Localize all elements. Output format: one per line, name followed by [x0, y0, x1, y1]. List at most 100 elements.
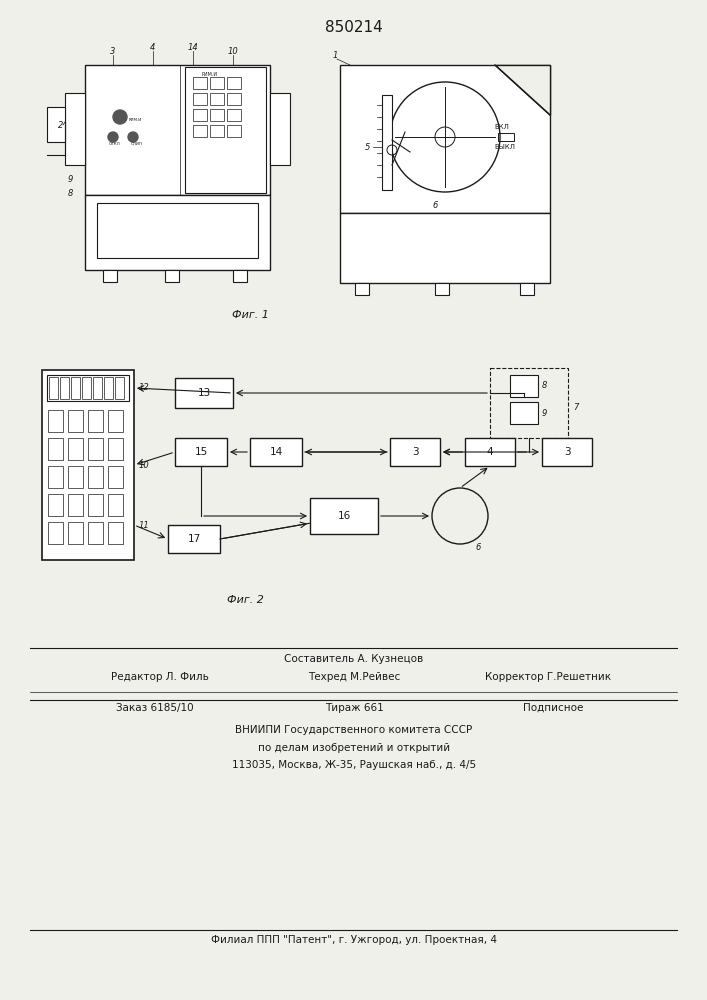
Text: 10: 10 [139, 460, 150, 470]
Text: ВЫКЛ: ВЫКЛ [494, 144, 515, 150]
Text: 15: 15 [194, 447, 208, 457]
Text: ВКЛ: ВКЛ [495, 124, 510, 130]
Bar [71, 377, 80, 399]
Bar [48, 522, 63, 544]
Bar [193, 93, 207, 105]
Bar [227, 93, 241, 105]
Circle shape [128, 132, 138, 142]
Bar [108, 410, 123, 432]
Text: 9: 9 [68, 176, 73, 184]
Text: 6: 6 [475, 544, 481, 552]
Bar [88, 466, 103, 488]
Bar [68, 466, 83, 488]
Text: Тираж 661: Тираж 661 [325, 703, 383, 713]
Circle shape [113, 110, 127, 124]
Bar [108, 522, 123, 544]
Bar [82, 377, 91, 399]
Text: 13: 13 [197, 388, 211, 398]
Text: Заказ 6185/10: Заказ 6185/10 [116, 703, 194, 713]
Text: ОТКЛ: ОТКЛ [109, 142, 121, 146]
Text: 14: 14 [187, 42, 199, 51]
Text: 3: 3 [411, 447, 419, 457]
Text: 6: 6 [432, 200, 438, 210]
Text: РИМ.И: РИМ.И [202, 73, 218, 78]
Bar [465, 438, 515, 466]
Bar [48, 494, 63, 516]
Text: Филиал ППП "Патент", г. Ужгород, ул. Проектная, 4: Филиал ППП "Патент", г. Ужгород, ул. Про… [211, 935, 497, 945]
Bar [175, 438, 227, 466]
Bar [510, 402, 538, 424]
Bar [193, 109, 207, 121]
Text: 14: 14 [269, 447, 283, 457]
Text: СЛИП: СЛИП [131, 142, 143, 146]
Bar [85, 195, 270, 270]
Text: 9: 9 [542, 408, 547, 418]
Text: 8: 8 [542, 381, 547, 390]
Bar [210, 93, 224, 105]
Bar [193, 77, 207, 89]
Text: 16: 16 [337, 511, 351, 521]
Bar [227, 77, 241, 89]
Text: 4: 4 [486, 447, 493, 457]
Bar [47, 375, 129, 401]
Bar [250, 438, 302, 466]
Bar [88, 438, 103, 460]
Bar [108, 466, 123, 488]
Bar [165, 270, 179, 282]
Text: по делам изобретений и открытий: по делам изобретений и открытий [258, 743, 450, 753]
Polygon shape [495, 65, 550, 115]
Text: Подписное: Подписное [522, 703, 583, 713]
Bar [390, 438, 440, 466]
Bar [227, 125, 241, 137]
Text: 17: 17 [187, 534, 201, 544]
Text: 3: 3 [110, 46, 116, 55]
Text: 7: 7 [573, 403, 579, 412]
Bar [65, 93, 85, 165]
Bar [48, 466, 63, 488]
Bar [435, 283, 449, 295]
Bar [108, 494, 123, 516]
Bar [498, 133, 514, 141]
Bar [42, 370, 134, 560]
Bar [68, 438, 83, 460]
Bar [168, 525, 220, 553]
Bar [233, 270, 247, 282]
Bar [48, 438, 63, 460]
Text: 2: 2 [58, 120, 63, 129]
Text: Корректор Г.Решетник: Корректор Г.Решетник [485, 672, 611, 682]
Bar [85, 65, 270, 195]
Bar [542, 438, 592, 466]
Text: Фиг. 1: Фиг. 1 [232, 310, 269, 320]
Text: 3: 3 [563, 447, 571, 457]
Text: 113035, Москва, Ж-35, Раушская наб., д. 4/5: 113035, Москва, Ж-35, Раушская наб., д. … [232, 760, 476, 770]
Circle shape [108, 132, 118, 142]
Text: 12: 12 [139, 383, 150, 392]
Bar [49, 377, 58, 399]
Bar [185, 67, 266, 193]
Bar [60, 377, 69, 399]
Bar [68, 410, 83, 432]
Bar [490, 368, 568, 438]
Bar [88, 494, 103, 516]
Bar [310, 498, 378, 534]
Bar [48, 410, 63, 432]
Bar [175, 378, 233, 408]
Text: 5: 5 [366, 142, 370, 151]
Bar [108, 438, 123, 460]
Text: Техред М.Рейвес: Техред М.Рейвес [308, 672, 400, 682]
Text: 1: 1 [332, 50, 338, 60]
Text: 8: 8 [68, 188, 73, 198]
Bar [340, 65, 550, 213]
Bar [104, 377, 113, 399]
Bar [68, 494, 83, 516]
Text: ВНИИПИ Государственного комитета СССР: ВНИИПИ Государственного комитета СССР [235, 725, 472, 735]
Bar [520, 283, 534, 295]
Bar [97, 203, 258, 258]
Bar [115, 377, 124, 399]
Text: 4: 4 [151, 42, 156, 51]
Bar [210, 77, 224, 89]
Bar [270, 93, 290, 165]
Text: РИМ.И: РИМ.И [129, 118, 141, 122]
Text: Редактор Л. Филь: Редактор Л. Филь [111, 672, 209, 682]
Bar [88, 522, 103, 544]
